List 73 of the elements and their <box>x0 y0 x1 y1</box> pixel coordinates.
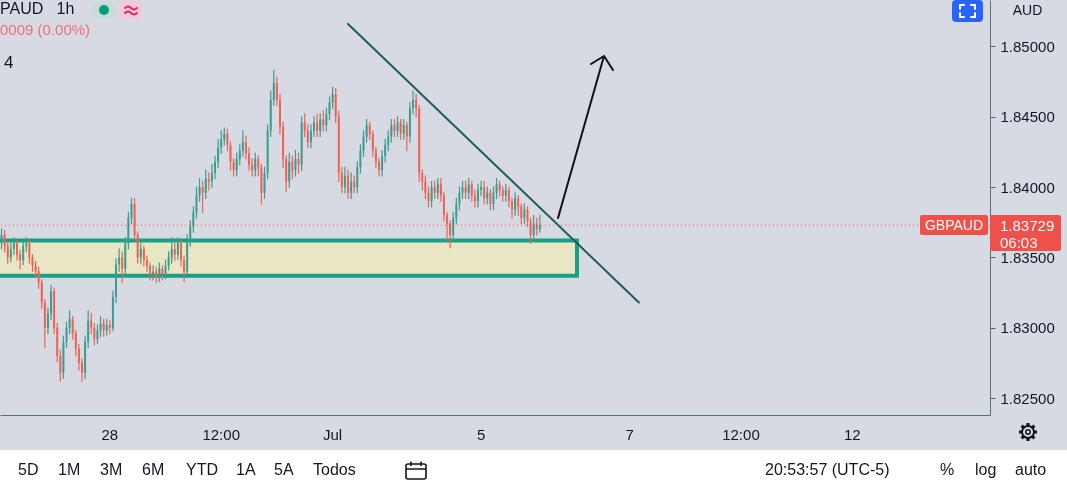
y-tick-label: 1.85000 <box>1000 37 1055 55</box>
x-tick-label: 7 <box>625 425 634 443</box>
candlestick <box>492 186 495 211</box>
candlestick <box>297 152 300 174</box>
candlestick <box>322 110 325 132</box>
candlestick <box>461 180 464 199</box>
candlestick <box>170 237 173 264</box>
candlestick <box>430 180 433 208</box>
candlestick <box>529 217 532 244</box>
candlestick <box>538 214 541 233</box>
candlestick <box>523 203 526 225</box>
candlestick <box>241 130 244 157</box>
text: log <box>975 461 997 478</box>
candlestick <box>393 118 396 138</box>
candlestick <box>139 242 142 264</box>
text: YTD <box>186 461 218 478</box>
candlestick <box>381 149 384 177</box>
candlestick <box>204 169 207 199</box>
x-tick-label: 12:00 <box>202 425 240 443</box>
x-tick-label: Jul <box>322 425 343 443</box>
text: 6M <box>142 461 165 478</box>
candlestick <box>489 189 492 211</box>
candlestick <box>90 313 93 335</box>
candlestick <box>526 206 529 228</box>
candlestick <box>495 178 498 199</box>
candlestick <box>12 237 15 256</box>
candlestick <box>532 214 535 242</box>
ref-line-label: GBPAUD <box>919 215 988 236</box>
candlestick <box>325 107 328 132</box>
candlestick <box>402 118 405 140</box>
candlestick <box>201 180 204 214</box>
candlestick <box>288 152 291 188</box>
candlestick <box>198 178 201 202</box>
text: 1M <box>58 461 81 478</box>
candlestick <box>396 116 399 138</box>
text: auto <box>1015 461 1047 478</box>
x-tick-label: 28 <box>101 425 119 443</box>
candlestick <box>319 113 322 138</box>
y-tick-label: 1.82500 <box>1000 389 1055 407</box>
chart-title: PAUD 1h <box>0 0 75 17</box>
candlestick <box>254 152 257 177</box>
text: Todos <box>313 461 356 478</box>
candlestick <box>0 228 3 250</box>
candlestick <box>331 86 334 109</box>
text: 3M <box>100 461 123 478</box>
annotation: 4 <box>4 53 14 72</box>
text: % <box>940 461 955 478</box>
x-tick-label: 12 <box>843 425 861 443</box>
candlestick <box>316 113 319 138</box>
candlestick <box>399 118 402 140</box>
candlestick <box>121 251 124 284</box>
y-axis-title: AUD <box>1012 1 1043 18</box>
candlestick <box>306 124 309 149</box>
text: 1A <box>236 461 256 478</box>
candlestick <box>291 155 294 180</box>
annotation: 0009 (0.00%) <box>0 21 91 38</box>
candlestick <box>28 239 31 264</box>
candlestick <box>514 192 517 216</box>
candlestick <box>347 169 350 199</box>
candlestick <box>476 183 479 208</box>
candlestick <box>294 149 297 177</box>
y-tick-label: 1.84500 <box>1000 108 1055 126</box>
x-tick-label: 5 <box>476 425 486 443</box>
text: 1.83729 <box>1000 217 1055 235</box>
candlestick <box>96 324 99 344</box>
candlestick <box>99 315 102 337</box>
y-tick-label: 1.83000 <box>1000 319 1055 337</box>
x-tick-label: 12:00 <box>722 425 760 443</box>
text: 5A <box>274 461 294 478</box>
y-tick-label: 1.84000 <box>1000 178 1055 196</box>
candlestick <box>517 194 520 216</box>
text: 20:53:57 (UTC-5) <box>765 461 890 478</box>
text: 5D <box>18 461 39 478</box>
